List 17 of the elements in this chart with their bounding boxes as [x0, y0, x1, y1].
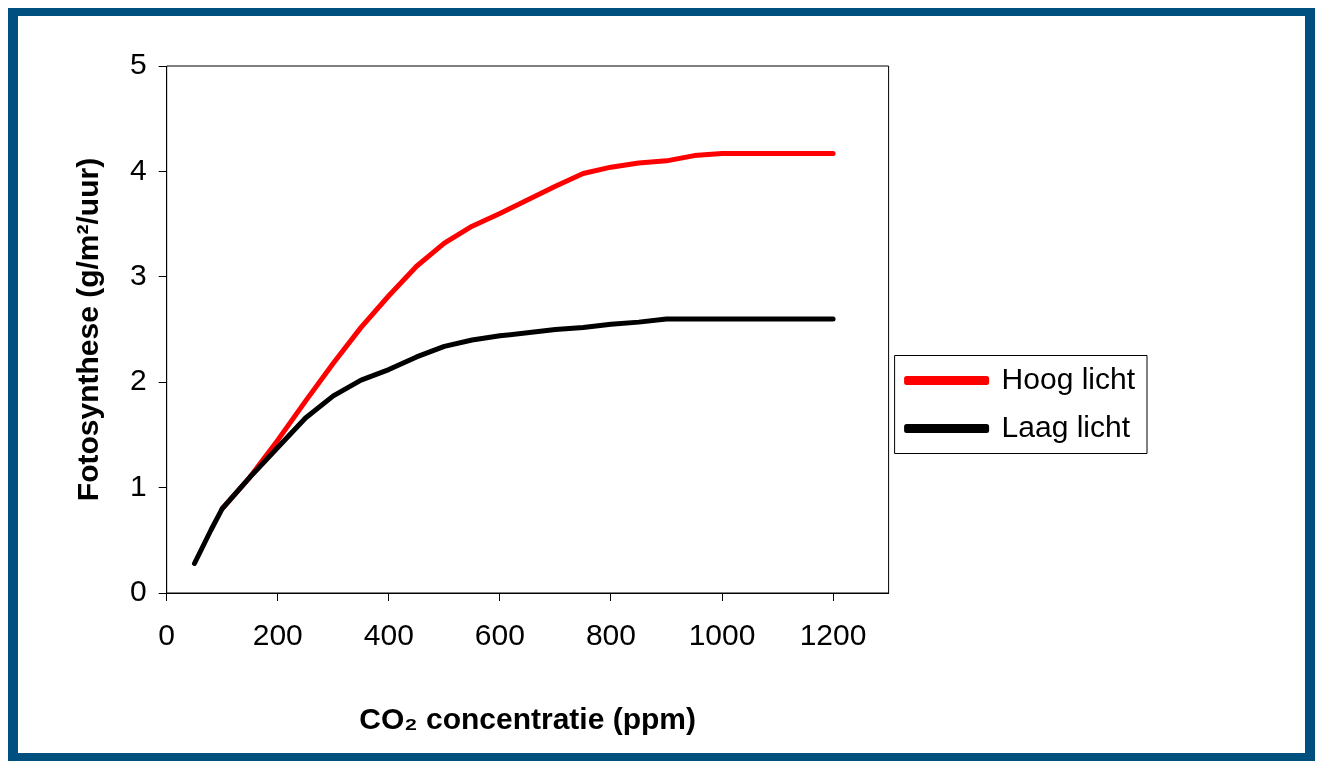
x-tick-label: 1200	[799, 618, 867, 652]
legend-label: Laag licht	[1001, 409, 1131, 443]
y-tick-label: 2	[130, 363, 147, 397]
y-tick-label: 0	[130, 574, 147, 608]
x-tick-label: 600	[474, 618, 525, 652]
x-axis-title: CO₂ concentratie (ppm)	[359, 702, 696, 736]
x-tick-label: 200	[252, 618, 303, 652]
x-tick-label: 0	[158, 618, 176, 652]
x-tick-label: 400	[363, 618, 414, 652]
y-axis-title: Fotosynthese (g/m²/uur)	[71, 157, 105, 502]
legend-label: Hoog licht	[1001, 361, 1136, 395]
y-tick-label: 4	[130, 152, 147, 186]
y-tick-label: 3	[130, 258, 147, 292]
x-tick-label: 1000	[688, 618, 756, 652]
y-tick-label: 1	[130, 468, 147, 502]
x-tick-label: 800	[585, 618, 636, 652]
y-tick-label: 5	[130, 47, 147, 81]
